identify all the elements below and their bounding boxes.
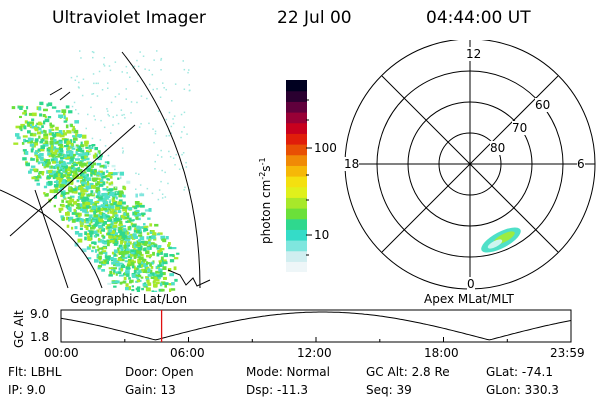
mlt-label-18: 18 — [344, 157, 360, 171]
mode-info: Mode: Normal — [246, 365, 330, 379]
seq-info: Seq: 39 — [366, 383, 412, 397]
time-label: 04:44:00 UT — [426, 8, 531, 28]
altitude-xtick-3: 18:00 — [424, 346, 459, 360]
polar-mlt-plot — [344, 40, 596, 290]
dsp-info: Dsp: -11.3 — [246, 383, 309, 397]
date-label: 22 Jul 00 — [277, 8, 352, 28]
altitude-ytick-top: 9.0 — [30, 307, 50, 321]
gain-info: Gain: 13 — [125, 383, 176, 397]
altitude-ylabel: GC Alt — [12, 310, 26, 348]
geographic-map — [0, 50, 211, 292]
door-info: Door: Open — [125, 365, 194, 379]
mlt-label-6: 6 — [577, 157, 585, 171]
auroral-oval-spot — [481, 227, 521, 253]
altitude-xtick-4: 23:59 — [550, 346, 585, 360]
mlat-label-70: 70 — [512, 121, 528, 135]
aurora-emission-pattern — [11, 50, 191, 292]
apex-map-label: Apex MLat/MLT — [424, 292, 514, 306]
altitude-xtick-0: 00:00 — [44, 346, 79, 360]
altitude-xtick-1: 06:00 — [170, 346, 205, 360]
altitude-curve — [60, 311, 572, 341]
mlat-label-60: 60 — [535, 98, 551, 112]
colorbar-tick-10: 10 — [314, 228, 330, 242]
filter-info: Flt: LBHL — [8, 365, 62, 379]
altitude-ytick-bottom: 1.8 — [30, 330, 50, 344]
ip-info: IP: 9.0 — [8, 383, 46, 397]
instrument-title: Ultraviolet Imager — [52, 8, 206, 28]
color-scale-ticks — [306, 99, 312, 256]
glat-info: GLat: -74.1 — [486, 365, 553, 379]
gc-alt-info: GC Alt: 2.8 Re — [366, 365, 450, 379]
map-grid-lines — [0, 51, 211, 289]
glon-info: GLon: 330.3 — [486, 383, 559, 397]
mlt-label-12: 12 — [466, 47, 482, 61]
mlt-label-0: 0 — [467, 277, 475, 291]
colorbar-unit-label: photon cm-2s-1 — [258, 157, 273, 244]
altitude-plot — [60, 309, 572, 343]
colorbar-tick-100: 100 — [314, 141, 337, 155]
altitude-xtick-2: 12:00 — [297, 346, 332, 360]
mlat-label-80: 80 — [490, 141, 506, 155]
geographic-map-label: Geographic Lat/Lon — [70, 292, 188, 306]
color-scale-bar — [286, 80, 307, 273]
